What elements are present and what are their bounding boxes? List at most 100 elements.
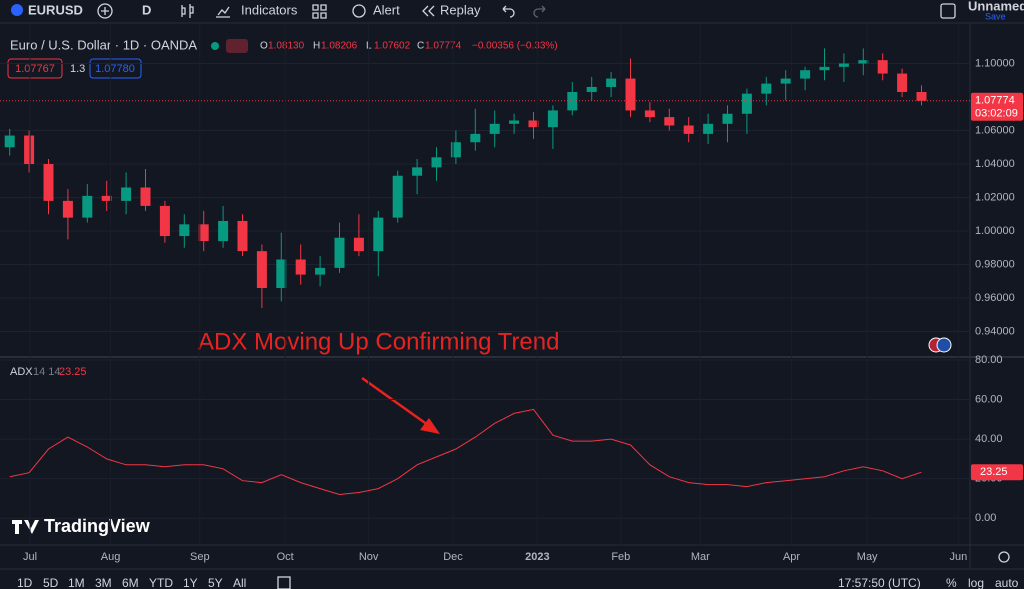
range-button[interactable]: All bbox=[233, 576, 246, 589]
candle-body bbox=[703, 123, 714, 134]
last-price-label: 1.07774 bbox=[975, 95, 1015, 107]
redo-icon[interactable] bbox=[533, 5, 546, 18]
y-tick-label: 80.00 bbox=[975, 354, 1003, 366]
candle-body bbox=[567, 91, 578, 111]
indicator-value: 23.25 bbox=[59, 366, 87, 378]
y-tick-label: 0.96000 bbox=[975, 292, 1015, 304]
bid-price[interactable]: 1.07767 bbox=[15, 63, 55, 75]
range-button[interactable]: 1M bbox=[68, 576, 85, 589]
indicators-button[interactable]: Indicators bbox=[241, 2, 298, 17]
layout-checkbox[interactable] bbox=[940, 3, 956, 19]
range-button[interactable]: 6M bbox=[122, 576, 139, 589]
layout-name[interactable]: Unnamed bbox=[968, 0, 1024, 13]
candle-body bbox=[24, 135, 35, 165]
calendar-icon[interactable] bbox=[277, 576, 291, 589]
candle-body bbox=[780, 78, 791, 84]
legend-title: Euro / U.S. Dollar · 1D · OANDA bbox=[10, 37, 197, 52]
range-button[interactable]: 3M bbox=[95, 576, 112, 589]
candle-body bbox=[315, 267, 326, 275]
x-tick-label: May bbox=[857, 551, 878, 563]
candle-body bbox=[858, 60, 869, 64]
x-tick-label: Apr bbox=[783, 551, 800, 563]
candle-body bbox=[528, 120, 539, 128]
range-button[interactable]: YTD bbox=[149, 576, 173, 589]
annotation: ADX Moving Up Confirming Trend bbox=[198, 328, 559, 355]
annotation-arrow bbox=[361, 376, 429, 427]
candle-body bbox=[470, 133, 481, 143]
clock: 17:57:50 (UTC) bbox=[838, 576, 921, 589]
candle-body bbox=[509, 120, 520, 124]
x-tick-label: Nov bbox=[359, 551, 379, 563]
x-tick-label: Oct bbox=[277, 551, 294, 563]
range-button[interactable]: 1D bbox=[17, 576, 33, 589]
log-toggle[interactable]: log bbox=[968, 576, 984, 589]
candle-body bbox=[838, 63, 849, 67]
replay-button[interactable]: Replay bbox=[440, 2, 481, 17]
candle-body bbox=[412, 167, 423, 176]
alert-icon bbox=[352, 4, 366, 18]
x-tick-label: Jul bbox=[23, 551, 37, 563]
settings-icon[interactable] bbox=[998, 551, 1010, 563]
x-tick-label: Jun bbox=[949, 551, 967, 563]
candle-body bbox=[198, 224, 209, 242]
candle-body bbox=[644, 110, 655, 118]
candle-body bbox=[82, 195, 93, 218]
alert-button[interactable]: Alert bbox=[373, 2, 400, 17]
candle-body bbox=[392, 175, 403, 218]
annotation-arrowhead bbox=[420, 418, 440, 434]
candle-body bbox=[897, 73, 908, 92]
candle-body bbox=[625, 78, 636, 111]
ask-price[interactable]: 1.07780 bbox=[95, 63, 135, 75]
candle-body bbox=[722, 113, 733, 124]
candle-body bbox=[237, 220, 248, 252]
x-tick-label: Dec bbox=[443, 551, 463, 563]
candle-body bbox=[101, 195, 112, 201]
candle-body bbox=[431, 157, 442, 168]
x-tick-label: Sep bbox=[190, 551, 210, 563]
candle-body bbox=[877, 60, 888, 74]
symbol[interactable]: EURUSD bbox=[28, 2, 83, 17]
add-symbol-plus bbox=[101, 7, 109, 15]
chart-type-icon[interactable] bbox=[181, 4, 194, 18]
indicator-params: 14 14 bbox=[33, 366, 61, 378]
candle-body bbox=[276, 259, 287, 288]
high-value: 1.08206 bbox=[321, 41, 358, 52]
delay-badge bbox=[226, 39, 248, 53]
candle-body bbox=[819, 66, 830, 71]
add-symbol-icon[interactable] bbox=[97, 3, 113, 19]
x-tick-label: Mar bbox=[691, 551, 710, 563]
candle-body bbox=[683, 125, 694, 134]
spread: 1.3 bbox=[70, 63, 85, 75]
range-button[interactable]: 5Y bbox=[208, 576, 223, 589]
toolbar: EURUSD D Indicators Alert Replay Unnamed… bbox=[0, 0, 1024, 24]
x-tick-label: Feb bbox=[611, 551, 630, 563]
auto-toggle[interactable]: auto bbox=[995, 576, 1019, 589]
layouts-icon[interactable] bbox=[312, 4, 327, 19]
y-tick-label: 60.00 bbox=[975, 393, 1003, 405]
ask-box[interactable] bbox=[89, 58, 142, 79]
candle-body bbox=[916, 91, 927, 101]
y-tick-label: 1.10000 bbox=[975, 57, 1015, 69]
candle-body bbox=[761, 83, 772, 94]
close-value: 1.07774 bbox=[425, 41, 462, 52]
candle-body bbox=[62, 200, 73, 218]
undo-icon[interactable] bbox=[502, 5, 515, 18]
range-button[interactable]: 1Y bbox=[183, 576, 198, 589]
last-price-badge bbox=[971, 92, 1023, 121]
flag-eu bbox=[936, 337, 952, 353]
bid-box[interactable] bbox=[7, 58, 63, 79]
y-tick-label: 1.06000 bbox=[975, 124, 1015, 136]
candle-body bbox=[373, 217, 384, 252]
range-button[interactable]: 5D bbox=[43, 576, 59, 589]
save-button[interactable]: Save bbox=[985, 11, 1006, 21]
close-label: C bbox=[417, 41, 424, 52]
open-value: 1.08130 bbox=[268, 41, 305, 52]
percent-toggle[interactable]: % bbox=[946, 576, 957, 589]
candle-body bbox=[353, 237, 364, 252]
bottom-bar: 17:57:50 (UTC) % log auto bbox=[277, 551, 1019, 589]
candle-body bbox=[741, 93, 752, 114]
interval[interactable]: D bbox=[142, 2, 151, 17]
candle-body bbox=[159, 205, 170, 237]
